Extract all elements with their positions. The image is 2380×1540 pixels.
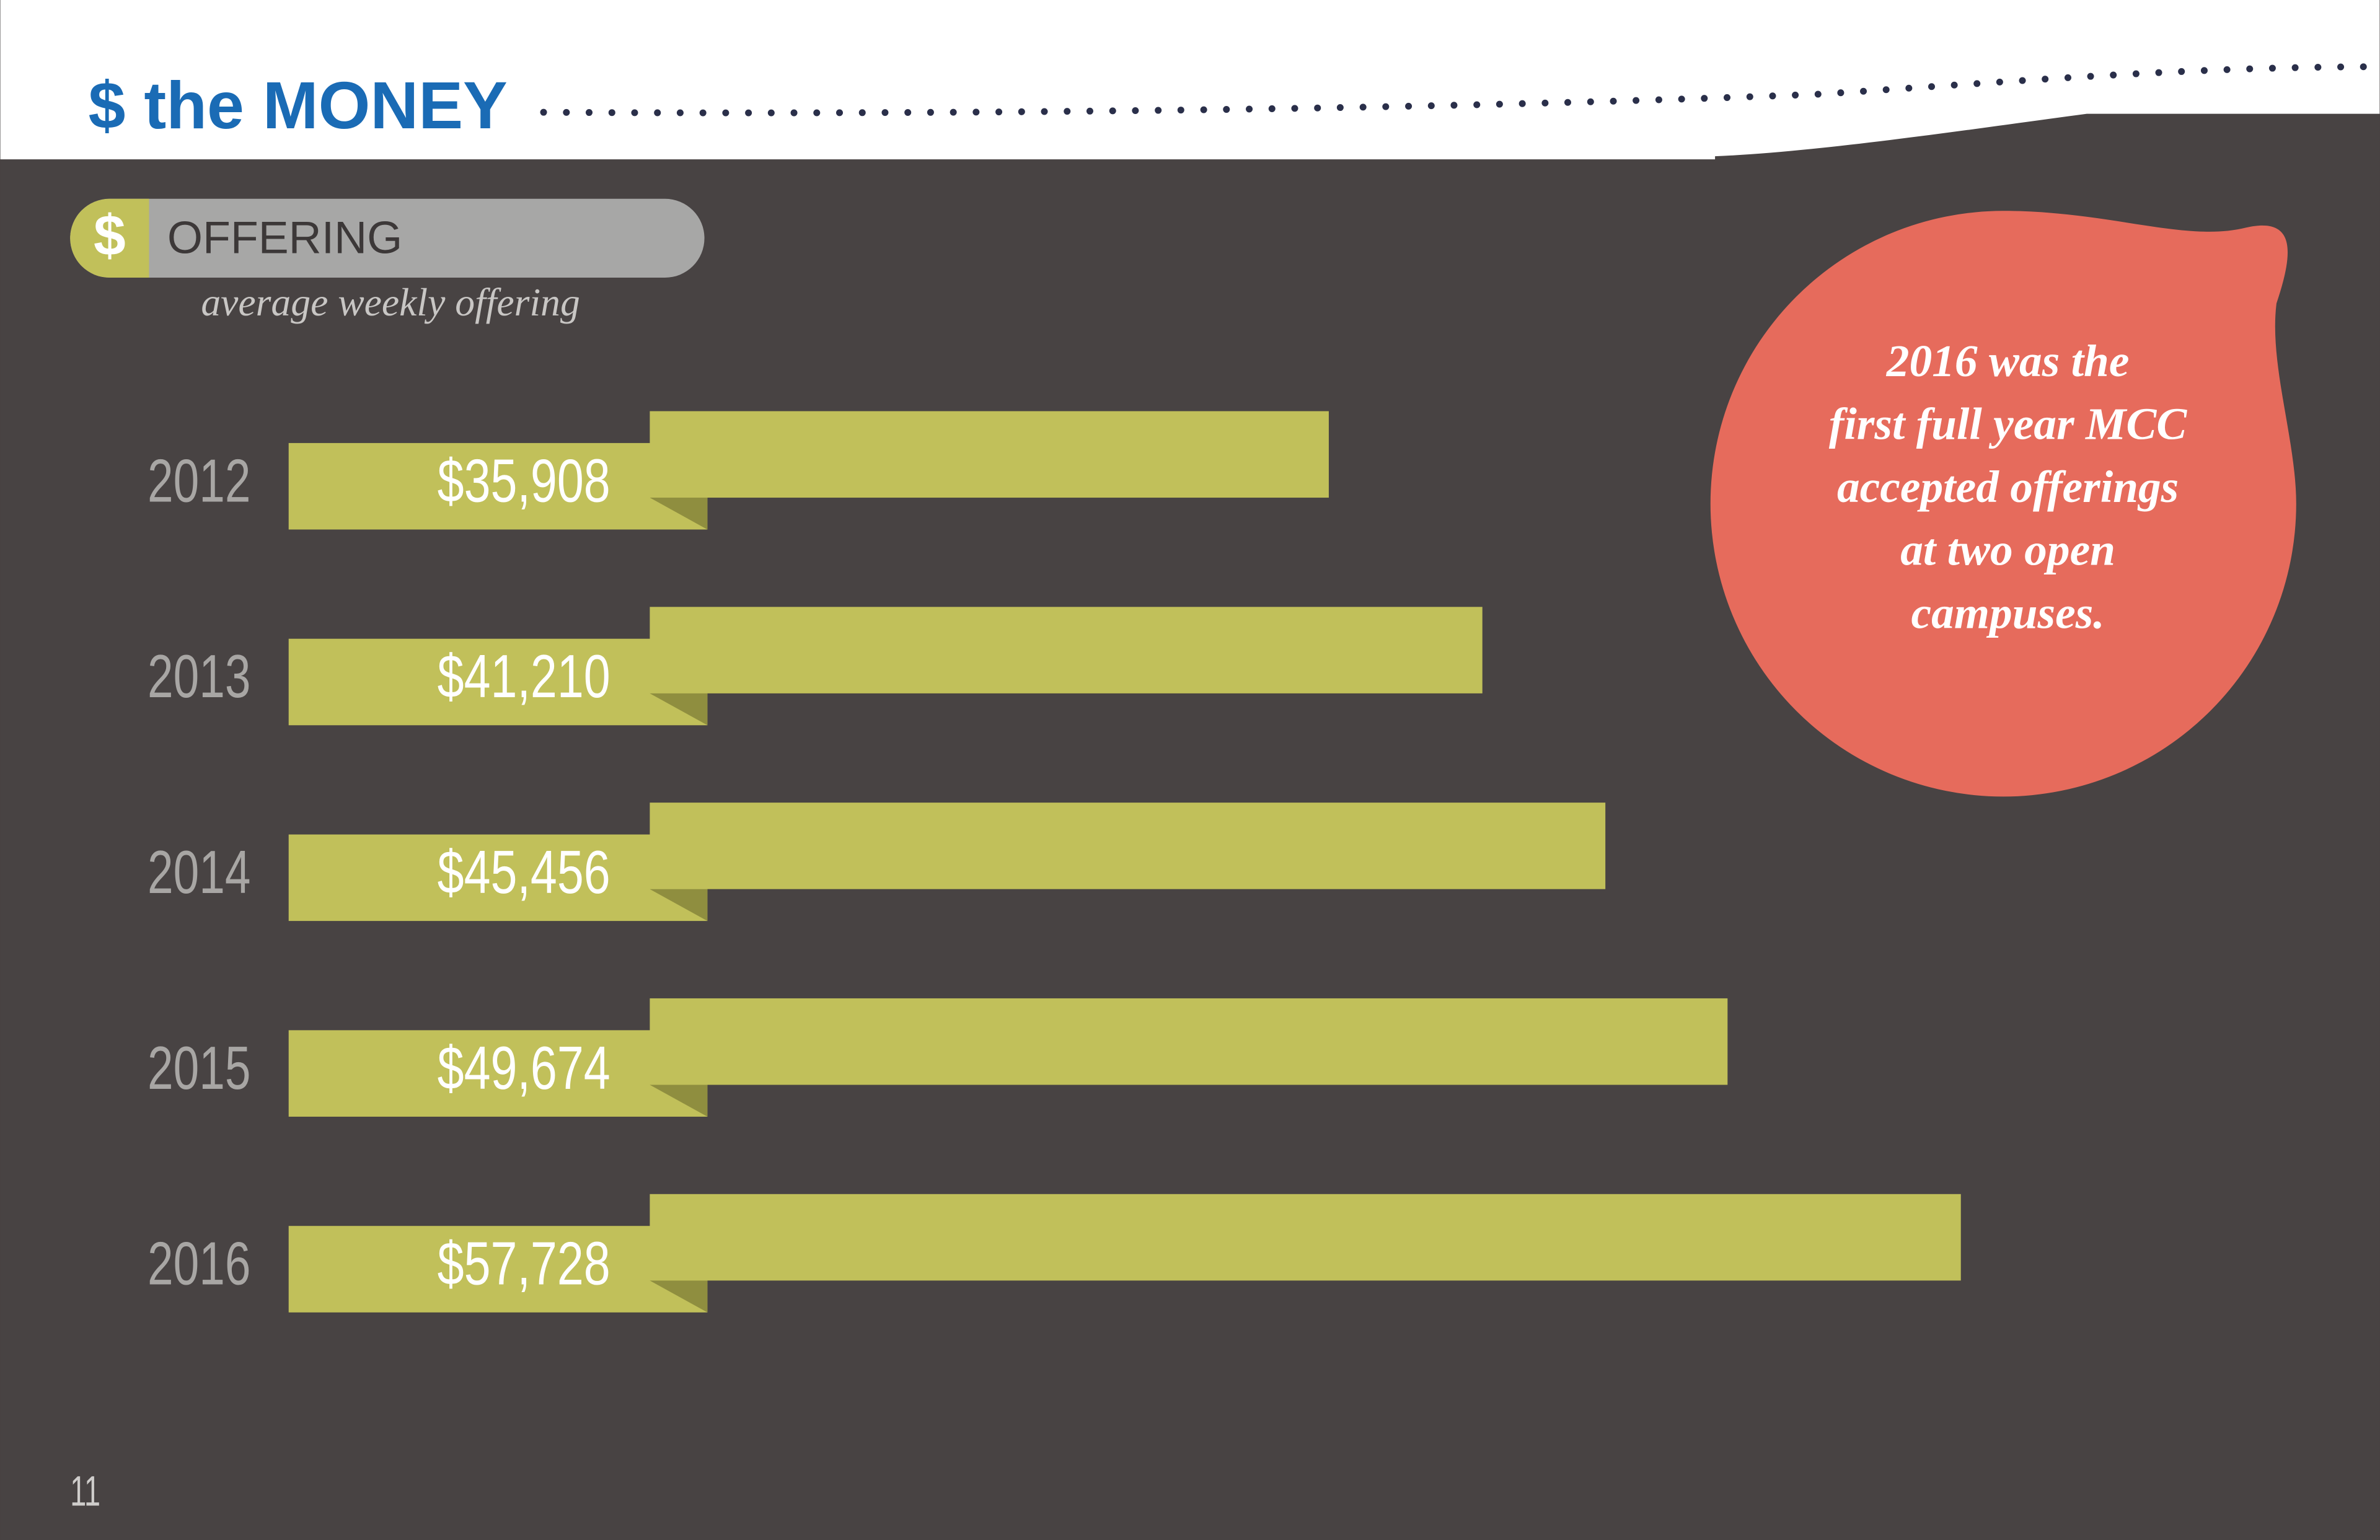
- value-label: $35,908: [438, 446, 610, 514]
- y-tick-label: 2015: [148, 1034, 250, 1102]
- value-label: $41,210: [438, 642, 610, 710]
- bar-ribbon: [288, 638, 708, 726]
- y-tick-label: 2016: [148, 1230, 250, 1298]
- dotted-line: [540, 63, 2380, 117]
- annotation-bubble: [1710, 211, 2296, 797]
- section-title: OFFERING: [167, 213, 402, 263]
- bar: [650, 411, 1329, 498]
- section-pill: [70, 198, 705, 278]
- value-label: $57,728: [438, 1230, 610, 1298]
- header-title: $ the MONEY: [89, 68, 508, 143]
- bar-ribbon: [288, 834, 708, 922]
- section-icon: $: [94, 203, 126, 267]
- annotation-text: accepted offerings: [1837, 462, 2179, 512]
- header-band: [0, 0, 2380, 160]
- y-tick-label: 2013: [148, 642, 250, 710]
- value-label: $49,674: [438, 1034, 610, 1102]
- bar-ribbon: [288, 1030, 708, 1117]
- bar: [650, 998, 1728, 1085]
- annotation-text: at two open: [1900, 525, 2115, 575]
- bar: [650, 607, 1483, 693]
- annotation-text: campuses.: [1911, 587, 2105, 638]
- page-number: 11: [70, 1467, 100, 1515]
- y-tick-label: 2014: [148, 838, 250, 906]
- bar-ribbon: [288, 1226, 708, 1313]
- bar-fold: [650, 1085, 708, 1117]
- annotation-text: first full year MCC: [1829, 398, 2187, 449]
- bar: [650, 803, 1606, 889]
- bar: [650, 1194, 1961, 1281]
- y-tick-label: 2012: [148, 446, 250, 514]
- value-label: $45,456: [438, 838, 610, 906]
- section-icon-bg: [70, 198, 149, 278]
- subtitle: average weekly offering: [201, 280, 580, 324]
- bar-ribbon: [288, 442, 708, 530]
- annotation-text: 2016 was the: [1886, 336, 2130, 386]
